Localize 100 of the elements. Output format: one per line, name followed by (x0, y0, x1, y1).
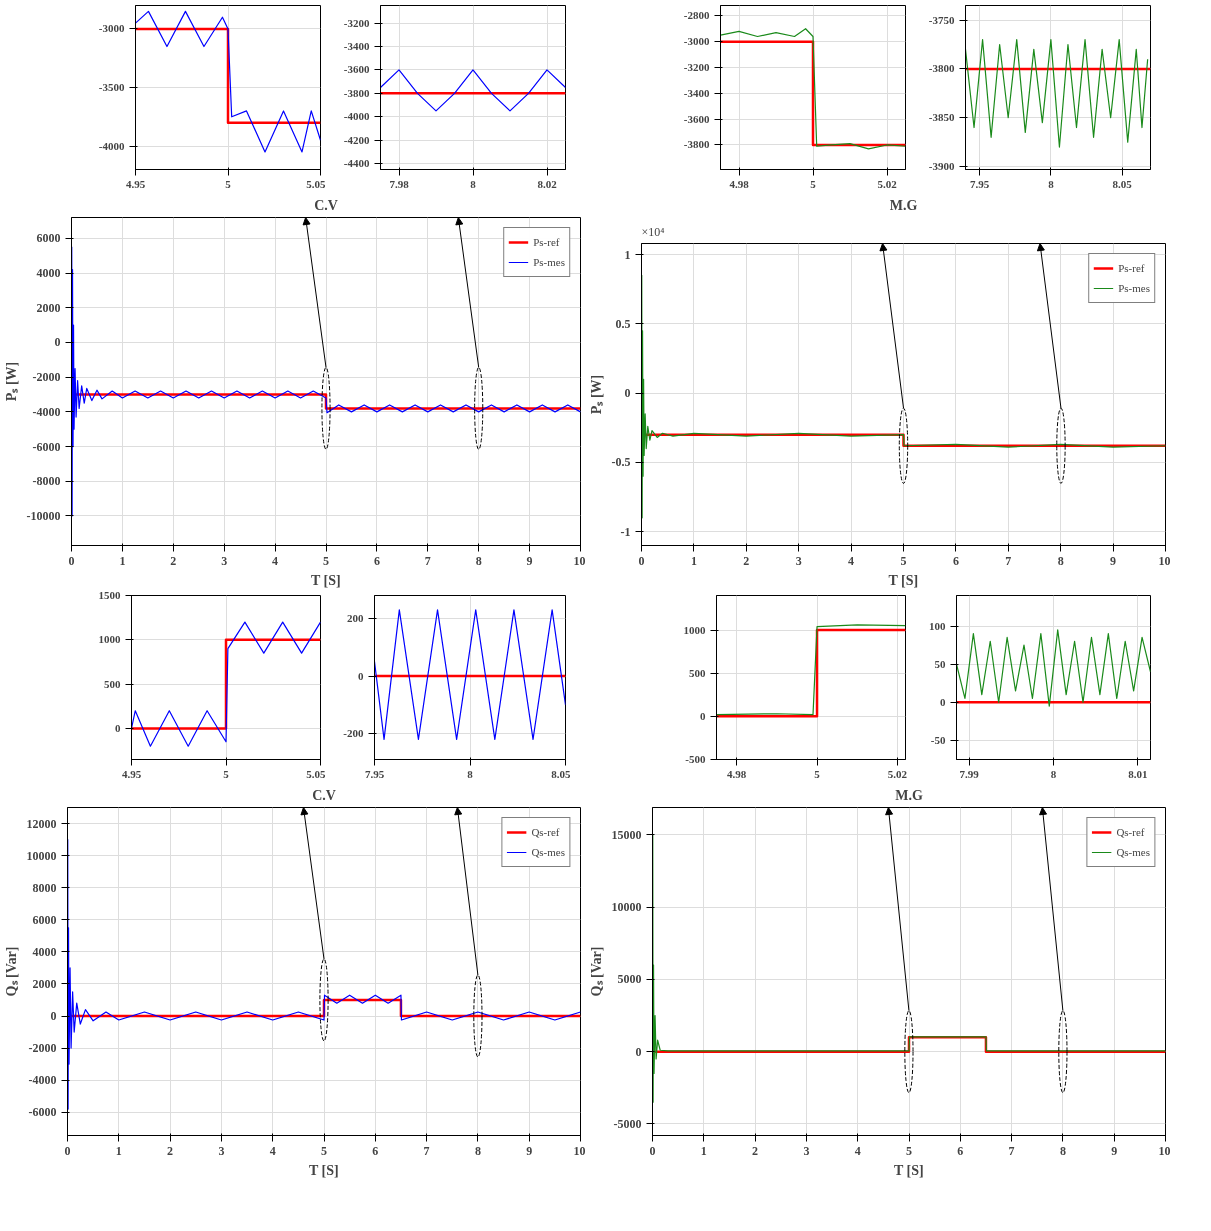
y-tick-label: -6000 (28, 1105, 57, 1120)
x-tick-label: 0 (68, 553, 75, 568)
y-tick-label: 0.5 (615, 316, 631, 331)
x-tick-label: 5.05 (306, 767, 326, 780)
y-tick-label: 500 (689, 666, 706, 679)
x-tick-label: 7 (1005, 553, 1012, 568)
y-tick-label: 2000 (32, 976, 57, 991)
x-tick-label: 5 (321, 1143, 327, 1158)
y-tick-label: 2000 (36, 300, 61, 315)
y-tick-label: 6000 (36, 231, 61, 246)
y-tick-label: -3850 (928, 111, 955, 124)
chart-title: C.V (312, 787, 336, 803)
y-tick-label: -3500 (98, 81, 125, 93)
x-tick-label: 5 (223, 767, 230, 780)
y-tick-label: -200 (343, 727, 364, 740)
y-tick-label: -3600 (343, 63, 370, 76)
y-tick-label: -3000 (98, 22, 125, 35)
x-tick-label: 8 (1059, 1143, 1066, 1158)
y-tick-label: 0 (940, 695, 946, 708)
x-tick-label: 4 (848, 553, 855, 568)
y-tick-label: 1500 (98, 589, 121, 601)
y-tick-label: -4000 (28, 1073, 57, 1088)
x-tick-label: 7 (424, 553, 431, 568)
x-axis-title: T [S] (309, 1162, 339, 1178)
x-tick-label: 5 (810, 177, 817, 190)
x-tick-label: 7 (423, 1143, 430, 1158)
x-tick-label: 5.02 (877, 177, 898, 190)
x-tick-label: 2 (752, 1143, 759, 1158)
x-tick-label: 10 (573, 553, 586, 568)
x-tick-label: 8.01 (1128, 767, 1148, 780)
y-tick-label: -3400 (683, 86, 710, 99)
x-tick-label: 8 (467, 767, 474, 780)
x-tick-label: 6 (373, 553, 380, 568)
y-tick-label: 0 (700, 709, 706, 722)
x-tick-label: 8 (475, 553, 482, 568)
x-tick-label: 3 (221, 553, 228, 568)
x-tick-label: 8 (1050, 767, 1057, 780)
y-tick-label: -3000 (683, 35, 710, 48)
y-tick-label: -1 (620, 524, 631, 539)
x-tick-label: 7 (1008, 1143, 1015, 1158)
y-tick-label: -50 (930, 733, 946, 746)
y-tick-label: 100 (929, 619, 946, 632)
y-tick-label: 0 (358, 669, 364, 682)
y-axis-title: Qₛ [Var] (588, 946, 604, 997)
x-tick-label: 8.05 (1112, 177, 1133, 190)
x-tick-label: 7.95 (364, 767, 385, 780)
y-tick-label: -2800 (683, 9, 710, 22)
x-tick-label: 4 (854, 1143, 861, 1158)
chart-title: C.V (314, 197, 338, 213)
x-tick-label: 4 (272, 553, 279, 568)
y-tick-label: -4400 (343, 157, 370, 170)
x-tick-label: 5.02 (887, 767, 908, 780)
x-tick-label: 10 (1158, 1143, 1171, 1158)
legend-label: Ps-mes (533, 256, 565, 268)
x-tick-label: 0 (64, 1143, 71, 1158)
y-tick-label: 1000 (683, 623, 706, 636)
y-tick-label: -500 (685, 753, 706, 765)
y-tick-label: 0 (624, 386, 631, 401)
y-tick-label: 8000 (32, 880, 57, 895)
x-tick-label: 5 (323, 553, 329, 568)
x-tick-label: 6 (372, 1143, 379, 1158)
legend-label: Ps-mes (1118, 282, 1150, 294)
x-tick-label: 8.02 (537, 177, 558, 190)
y-tick-label: -3200 (683, 60, 710, 73)
legend-label: Qs-ref (1116, 826, 1145, 838)
x-tick-label: 8 (474, 1143, 481, 1158)
y-tick-label: -10000 (26, 509, 61, 523)
y-tick-label: 15000 (611, 827, 642, 842)
y-tick-label: 10000 (611, 900, 642, 915)
x-tick-label: 2 (167, 1143, 174, 1158)
x-tick-label: 2 (170, 553, 177, 568)
x-tick-label: 6 (952, 553, 959, 568)
y-axis-title: Qₛ [Var] (3, 946, 19, 997)
x-tick-label: 9 (1111, 1143, 1118, 1158)
x-tick-label: 4.98 (729, 177, 750, 190)
y-axis-title: Pₛ [W] (3, 361, 19, 402)
x-axis-title: T [S] (311, 572, 341, 588)
y-tick-label: 200 (347, 612, 364, 625)
x-tick-label: 3 (795, 553, 802, 568)
x-tick-label: 3 (803, 1143, 810, 1158)
y-tick-label: -0.5 (611, 455, 631, 470)
y-tick-label: 50 (934, 657, 946, 670)
y-tick-label: -3400 (343, 40, 370, 52)
y-axis-title: Pₛ [W] (588, 374, 604, 415)
y-tick-label: -2000 (32, 370, 61, 385)
x-tick-label: 2 (743, 553, 750, 568)
x-tick-label: 5 (225, 177, 232, 190)
x-tick-label: 8 (1057, 553, 1064, 568)
x-axis-title: T [S] (894, 1162, 924, 1178)
x-tick-label: 4.95 (125, 177, 146, 190)
y-tick-label: -4200 (343, 133, 370, 146)
x-tick-label: 7.99 (959, 767, 980, 780)
y-tick-label: -3200 (343, 16, 370, 29)
y-tick-label: 1000 (98, 633, 121, 646)
x-tick-label: 0 (649, 1143, 656, 1158)
y-tick-label: 4000 (32, 944, 57, 959)
x-tick-label: 10 (1158, 553, 1171, 568)
y-tick-label: -3900 (928, 160, 955, 173)
x-tick-label: 4.95 (121, 767, 142, 780)
chart-title: M.G (895, 787, 923, 803)
